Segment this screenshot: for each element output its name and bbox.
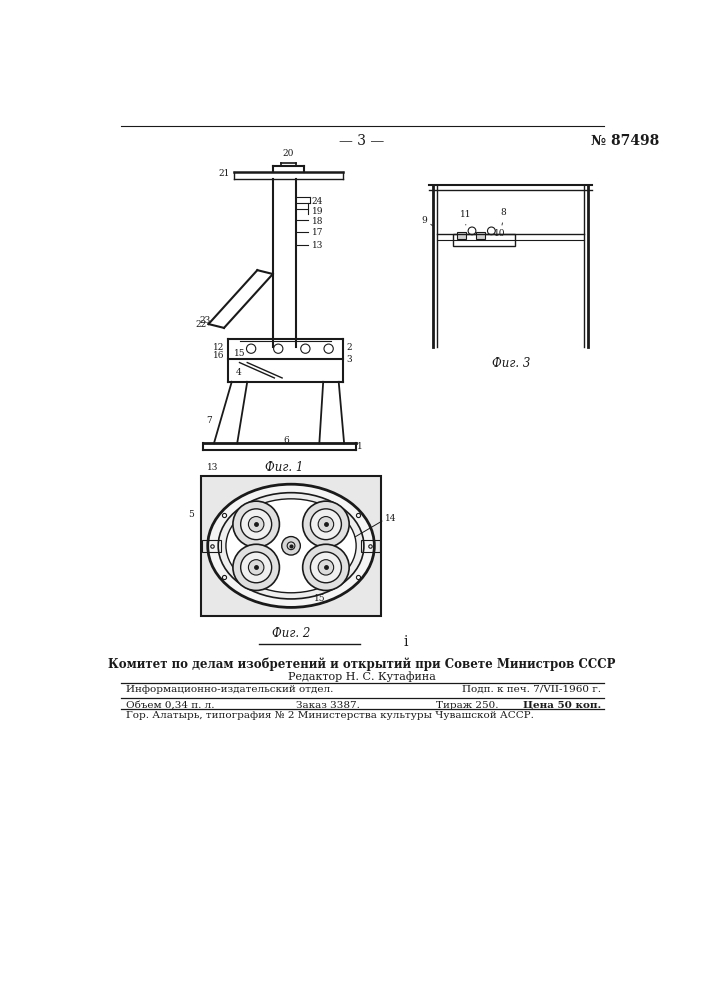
Text: Заказ 3387.: Заказ 3387. (296, 701, 360, 710)
Text: 24: 24 (312, 197, 323, 206)
Text: 9: 9 (421, 216, 427, 225)
Bar (457, 232, 466, 239)
Text: 3: 3 (346, 355, 352, 364)
Circle shape (310, 509, 341, 540)
Text: 13: 13 (207, 463, 218, 472)
Ellipse shape (226, 499, 356, 593)
Text: 4: 4 (236, 368, 242, 377)
Text: Подп. к печ. 7/VII-1960 г.: Подп. к печ. 7/VII-1960 г. (462, 685, 602, 694)
Circle shape (310, 552, 341, 583)
Text: i: i (404, 635, 409, 649)
Text: Фиг. 1: Фиг. 1 (265, 461, 303, 474)
Text: 5: 5 (189, 510, 194, 519)
Text: Фиг. 2: Фиг. 2 (272, 627, 310, 640)
Text: 15: 15 (234, 349, 246, 358)
Circle shape (240, 552, 271, 583)
Text: 20: 20 (283, 149, 294, 158)
Text: 2: 2 (346, 343, 352, 352)
Text: 19: 19 (312, 207, 323, 216)
Bar (361, 540, 380, 552)
Ellipse shape (208, 484, 374, 607)
Text: 11: 11 (460, 210, 472, 219)
Text: Комитет по делам изобретений и открытий при Совете Министров СССР: Комитет по делам изобретений и открытий … (108, 657, 616, 671)
Circle shape (303, 501, 349, 547)
Text: 22: 22 (196, 320, 207, 329)
Ellipse shape (218, 493, 364, 599)
Text: 23: 23 (199, 316, 211, 325)
Text: 21: 21 (219, 169, 230, 178)
Text: Гор. Алатырь, типография № 2 Министерства культуры Чувашской АССР.: Гор. Алатырь, типография № 2 Министерств… (126, 711, 534, 720)
Circle shape (240, 509, 271, 540)
Text: 16: 16 (213, 351, 224, 360)
Circle shape (248, 560, 264, 575)
Circle shape (303, 544, 349, 590)
Text: 13: 13 (312, 241, 323, 250)
Text: 8: 8 (500, 208, 506, 217)
Circle shape (233, 544, 279, 590)
Text: Фиг. 3: Фиг. 3 (491, 357, 530, 370)
Circle shape (318, 517, 334, 532)
Text: 1: 1 (357, 442, 363, 451)
Circle shape (248, 517, 264, 532)
Text: № 87498: № 87498 (590, 134, 659, 148)
Circle shape (233, 501, 279, 547)
Circle shape (281, 537, 300, 555)
Text: 18: 18 (312, 217, 323, 226)
Text: 12: 12 (213, 343, 224, 352)
Text: Тираж 250.: Тираж 250. (436, 701, 498, 710)
Bar (201, 476, 381, 616)
Text: 7: 7 (206, 416, 212, 425)
Text: 17: 17 (312, 228, 323, 237)
Bar (476, 232, 485, 239)
Text: 14: 14 (385, 514, 397, 523)
Bar (202, 540, 221, 552)
Text: Объем 0,34 п. л.: Объем 0,34 п. л. (126, 701, 214, 710)
Text: Информационно-издательский отдел.: Информационно-издательский отдел. (126, 685, 333, 694)
Circle shape (318, 560, 334, 575)
Bar (452, 234, 515, 246)
Text: 15: 15 (315, 594, 326, 603)
Text: 6: 6 (283, 436, 289, 445)
Text: Редактор Н. С. Кутафина: Редактор Н. С. Кутафина (288, 671, 436, 682)
Text: Цена 50 коп.: Цена 50 коп. (523, 701, 602, 710)
Text: 10: 10 (493, 229, 506, 238)
Text: — 3 —: — 3 — (339, 134, 385, 148)
